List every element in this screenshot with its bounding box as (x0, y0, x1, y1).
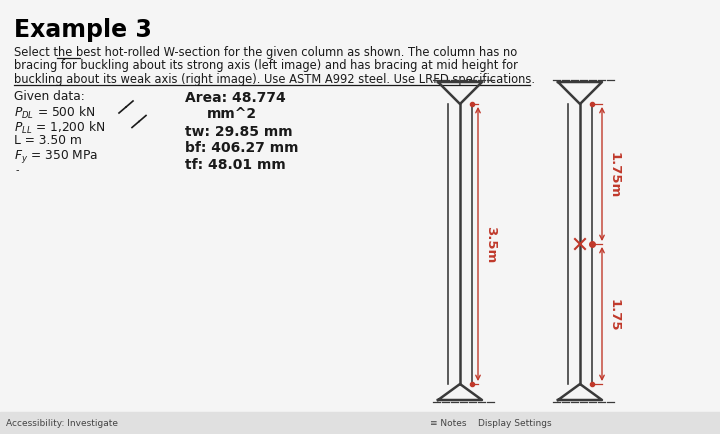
Text: bracing for buckling about its strong axis (left image) and has bracing at mid h: bracing for buckling about its strong ax… (14, 59, 518, 72)
Text: buckling about its weak axis (right image). Use ASTM A992 steel. Use LRFD specif: buckling about its weak axis (right imag… (14, 73, 535, 86)
Text: $F_y$ = 350 MPa: $F_y$ = 350 MPa (14, 148, 98, 165)
Text: $P_{LL}$ = 1,200 kN: $P_{LL}$ = 1,200 kN (14, 119, 105, 135)
Text: Example 3: Example 3 (14, 18, 152, 42)
Text: Area: 48.774: Area: 48.774 (185, 90, 286, 104)
Text: tf: 48.01 mm: tf: 48.01 mm (185, 158, 286, 172)
Text: 3.5m: 3.5m (484, 226, 497, 263)
Text: -: - (16, 164, 19, 174)
Text: ≡ Notes    Display Settings: ≡ Notes Display Settings (430, 418, 552, 427)
Text: L = 3.50 m: L = 3.50 m (14, 134, 82, 147)
Text: mm^2: mm^2 (207, 107, 257, 121)
Text: Accessibility: Investigate: Accessibility: Investigate (6, 418, 118, 427)
Text: tw: 29.85 mm: tw: 29.85 mm (185, 124, 292, 138)
Text: Given data:: Given data: (14, 90, 85, 103)
Text: bf: 406.27 mm: bf: 406.27 mm (185, 141, 299, 155)
Text: $P_{DL}$ = 500 kN: $P_{DL}$ = 500 kN (14, 105, 96, 121)
Text: 1.75: 1.75 (608, 298, 621, 330)
Text: 1.75m: 1.75m (608, 151, 621, 197)
Bar (0, 412, 720, 434)
Text: Select the best hot-rolled W-section for the given column as shown. The column h: Select the best hot-rolled W-section for… (14, 46, 517, 59)
